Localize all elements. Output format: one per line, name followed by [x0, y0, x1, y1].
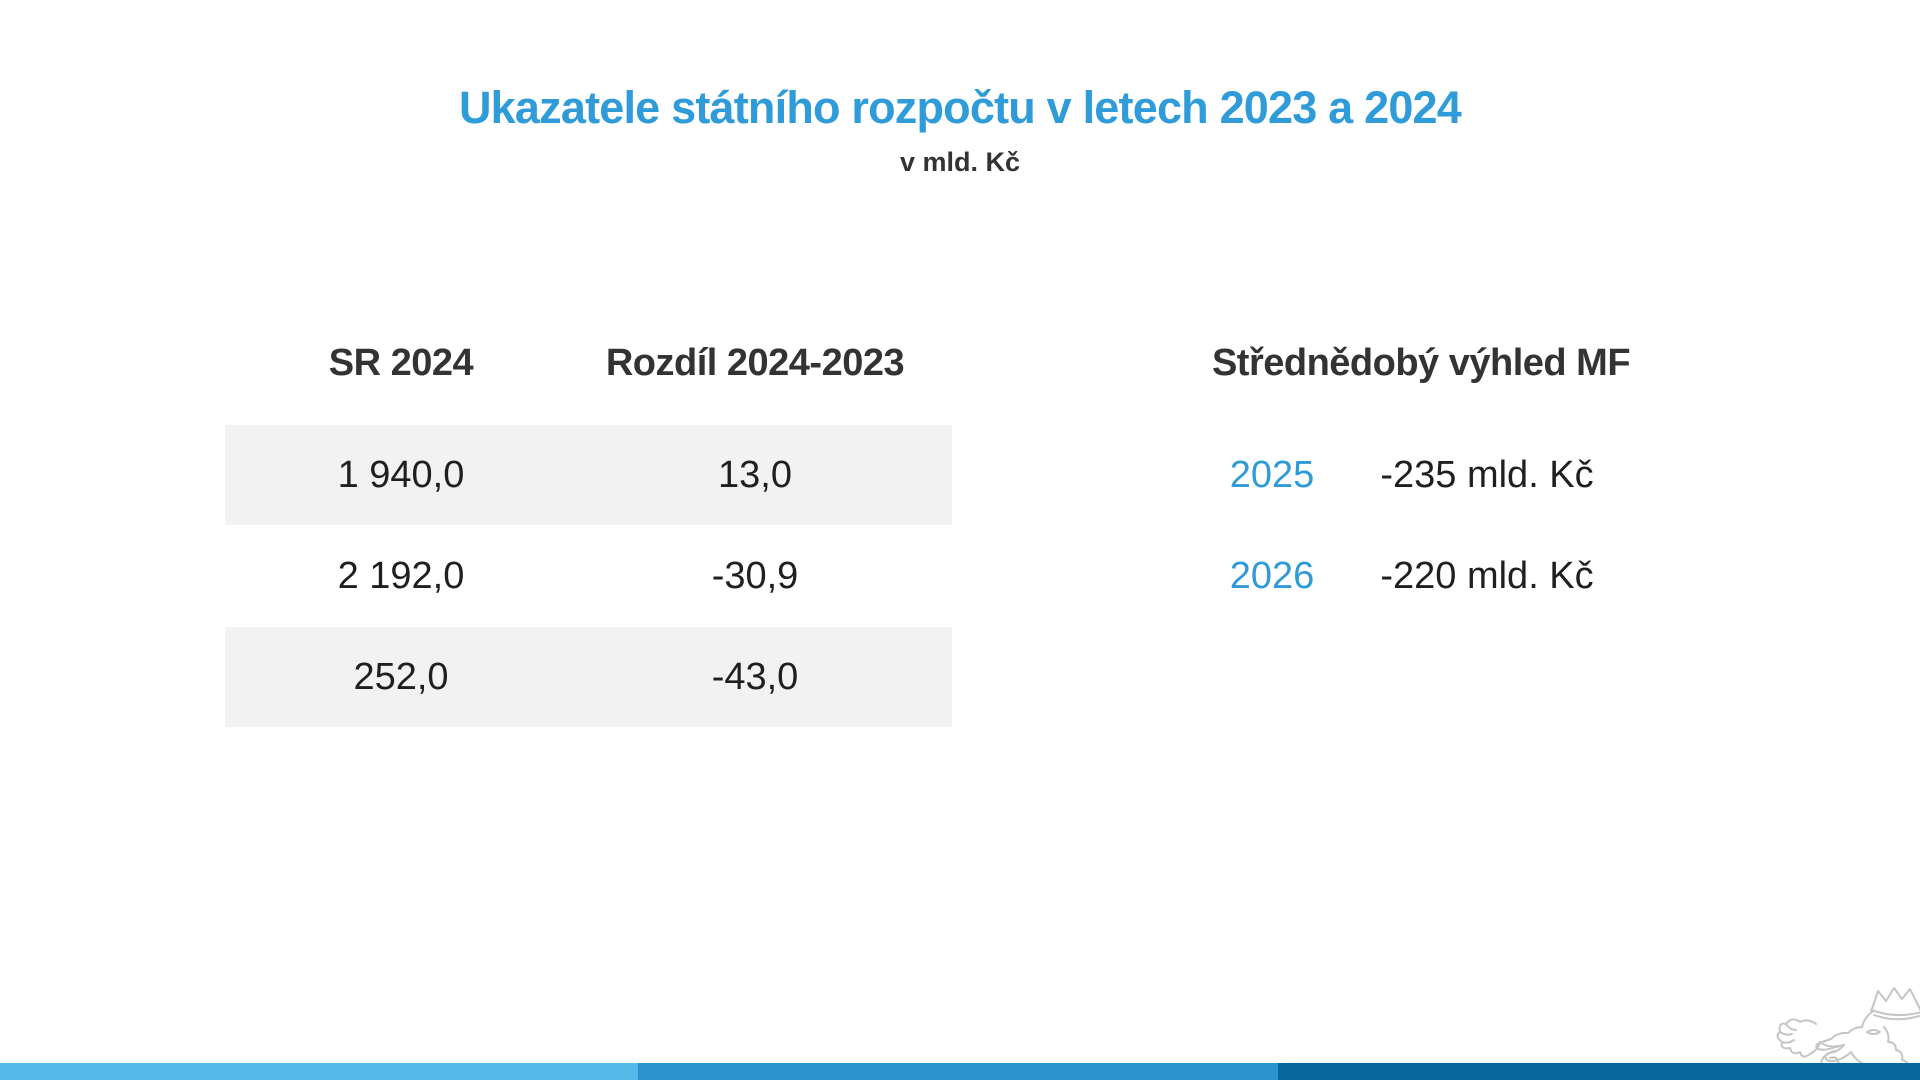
- table-cell: 2 192,0: [337, 555, 465, 597]
- outlook-year: 2025: [1229, 454, 1315, 496]
- table-cell: 13,0: [718, 454, 792, 496]
- table-cell: -43,0: [711, 656, 799, 698]
- page-subtitle: v mld. Kč: [899, 147, 1021, 177]
- column-header-rozdil: Rozdíl 2024-2023: [605, 342, 905, 384]
- table-row-stripe: [225, 627, 952, 727]
- outlook-value: -220 mld. Kč: [1380, 555, 1594, 597]
- table-cell: 1 940,0: [337, 454, 465, 496]
- outlook-title: Střednědobý výhled MF: [1211, 342, 1631, 384]
- outlook-year: 2026: [1229, 555, 1315, 597]
- table-row-stripe: [225, 425, 952, 525]
- table-cell: 252,0: [353, 656, 449, 698]
- page-title: Ukazatele státního rozpočtu v letech 202…: [458, 82, 1462, 133]
- footer-bar-light-segment: [0, 1063, 638, 1080]
- outlook-value: -235 mld. Kč: [1380, 454, 1594, 496]
- column-header-sr-2024: SR 2024: [328, 342, 474, 384]
- table-cell: -30,9: [711, 555, 799, 597]
- footer-bar-medium-segment: [638, 1063, 1278, 1080]
- footer-bar-dark-segment: [1278, 1063, 1920, 1080]
